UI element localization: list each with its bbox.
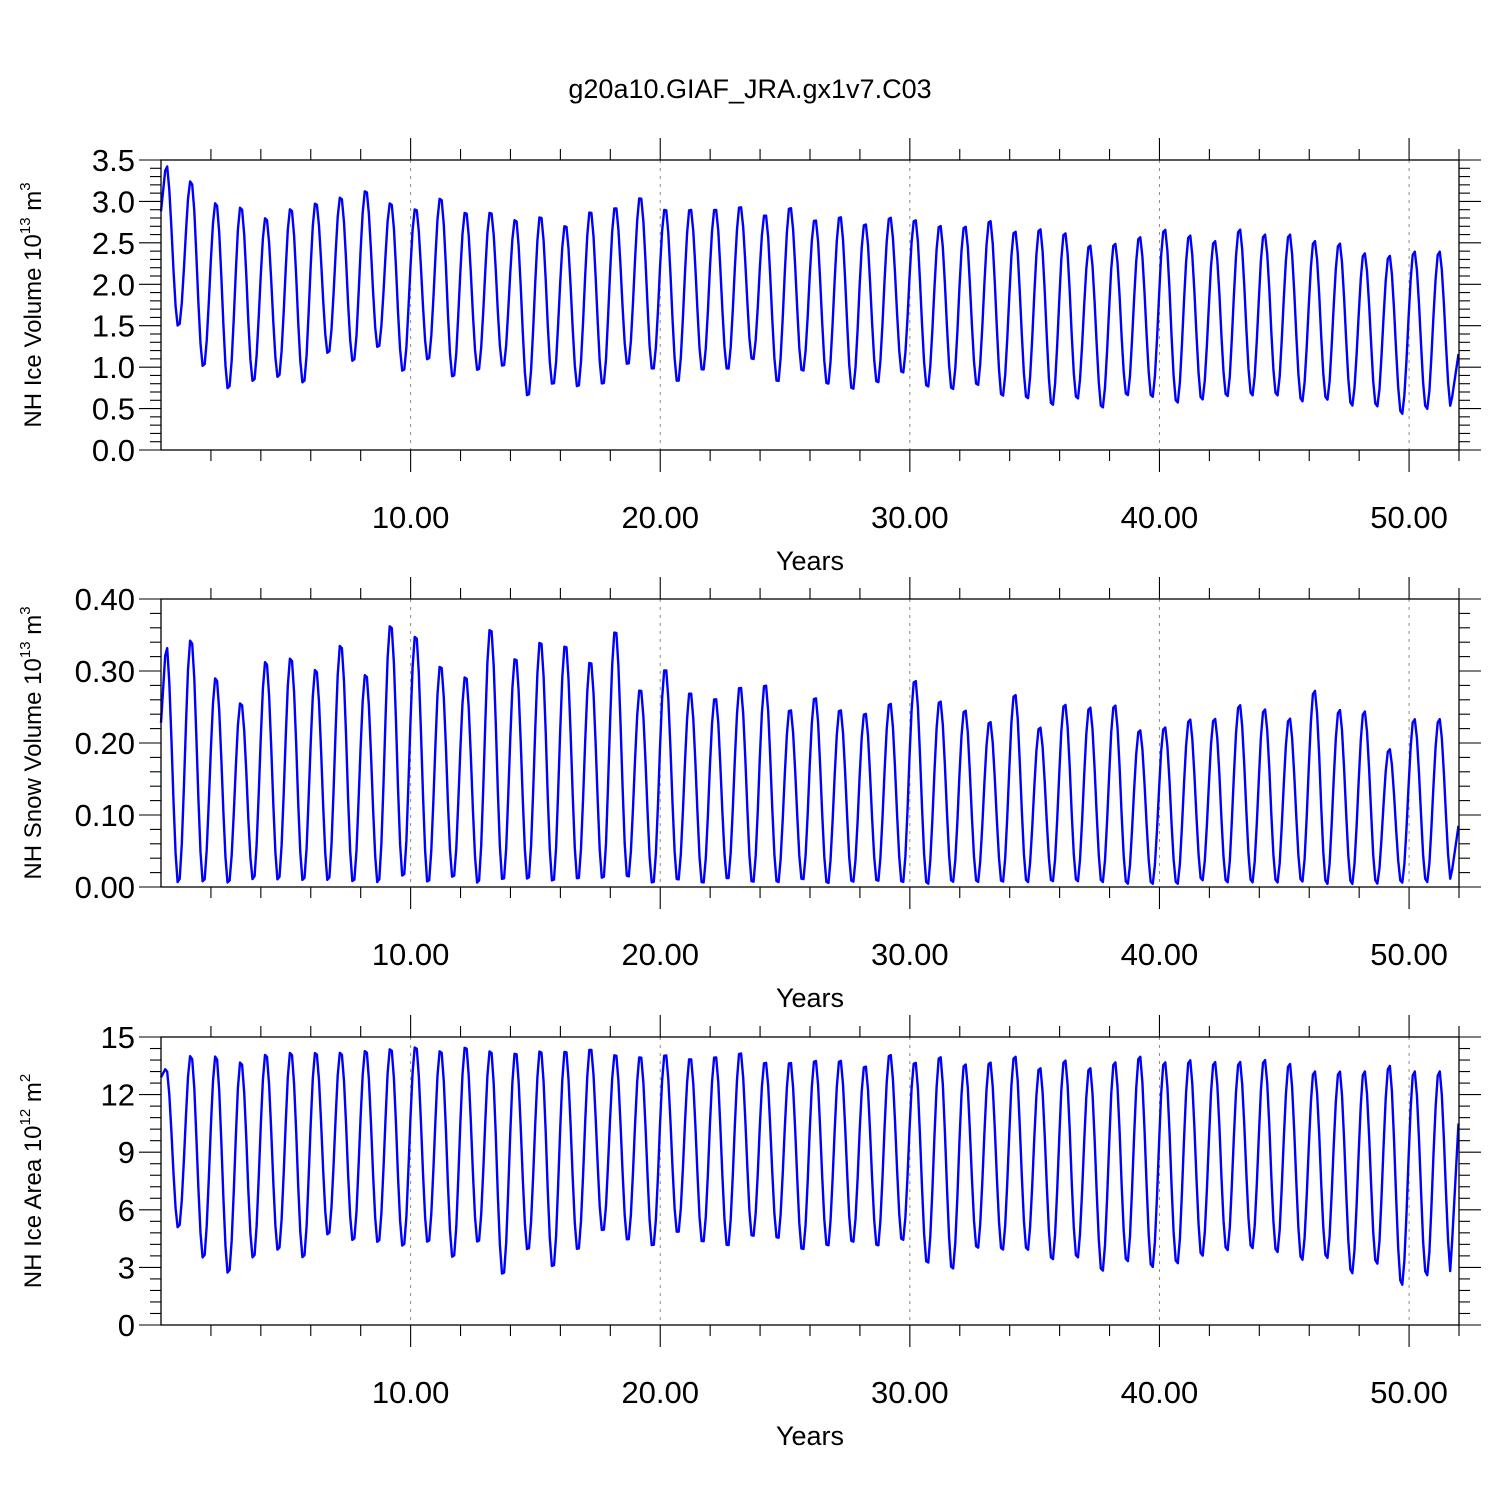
y-axis-label: NH Ice Volume 1013 m3 [17, 182, 47, 427]
y-tick-label: 12 [101, 1078, 135, 1113]
x-tick-label: 30.00 [871, 1375, 949, 1410]
y-tick-label: 0.00 [75, 870, 135, 905]
series-line [159, 625, 1460, 886]
x-tick-label: 20.00 [621, 500, 699, 535]
y-tick-label: 9 [118, 1135, 135, 1170]
x-tick-label: 40.00 [1121, 937, 1199, 972]
y-axis-label-unit: m [20, 1082, 47, 1109]
y-tick-label: 3.0 [92, 184, 135, 219]
panels-group: 0.00.51.01.52.02.53.03.510.00 20.00 30.00 4… [17, 138, 1481, 1451]
x-tick-label: 50.00 [1370, 937, 1448, 972]
x-axis-label: Years [776, 546, 844, 576]
y-axis-label-exponent: 12 [17, 1109, 34, 1126]
y-axis-label: NH Snow Volume 1013 m3 [17, 606, 47, 879]
panel-2: 0.00 0.10 0.20 0.30 0.40 10.00 20.00 30.00 40.00… [17, 577, 1481, 1013]
y-tick-label: 3 [118, 1250, 135, 1285]
y-tick-label: 15 [101, 1020, 135, 1055]
chart-title: g20a10.GIAF_JRA.gx1v7.C03 [568, 74, 931, 104]
y-tick-label: 0.0 [92, 433, 135, 468]
y-tick-label: 0.10 [75, 798, 135, 833]
y-axis-label: NH Ice Area 1012 m2 [17, 1074, 47, 1288]
x-tick-label: 50.00 [1370, 500, 1448, 535]
y-tick-label: 1.0 [92, 350, 135, 385]
x-axis-label: Years [776, 983, 844, 1013]
panel-1: 0.0 0.5 1.0 1.5 2.0 2.5 3.0 3.5 10.00 20.00 30.00 4… [17, 138, 1481, 576]
x-tick-label: 10.00 [372, 500, 450, 535]
x-tick-label: 40.00 [1121, 500, 1199, 535]
y-tick-label: 0.40 [75, 582, 135, 617]
plot-frame [160, 159, 1460, 451]
y-axis-label-exponent: 13 [17, 641, 34, 658]
y-tick-label: 6 [118, 1193, 135, 1228]
series-line [159, 165, 1460, 415]
y-axis-label-exponent: 13 [17, 217, 34, 234]
y-axis-label-main: NH Ice Area 10 [20, 1125, 47, 1288]
x-tick-label: 10.00 [372, 1375, 450, 1410]
x-tick-label: 10.00 [372, 937, 450, 972]
y-axis-label-unit-exponent: 3 [17, 182, 34, 190]
y-axis-label-main: NH Ice Volume 10 [20, 234, 47, 427]
plot-frame [160, 598, 1460, 888]
series-line [159, 1046, 1460, 1286]
y-axis-label-main: NH Snow Volume 10 [20, 658, 47, 879]
panel-3: 0 3 6 9 12 15 10.00 20.00 30.00 40.00 50.00 Years NH… [17, 1015, 1481, 1451]
x-axis-label: Years [776, 1421, 844, 1451]
y-tick-label: 1.5 [92, 309, 135, 344]
x-tick-label: 40.00 [1121, 1375, 1199, 1410]
y-tick-label: 3.5 [92, 143, 135, 178]
y-tick-label: 0 [118, 1308, 135, 1343]
x-tick-label: 20.00 [621, 1375, 699, 1410]
x-tick-label: 20.00 [621, 937, 699, 972]
y-tick-label: 0.20 [75, 726, 135, 761]
y-tick-label: 0.5 [92, 392, 135, 427]
x-tick-label: 30.00 [871, 500, 949, 535]
y-tick-label: 0.30 [75, 654, 135, 689]
y-axis-label-unit: m [20, 615, 47, 642]
y-axis-label-unit-exponent: 3 [17, 606, 34, 614]
x-tick-label: 30.00 [871, 937, 949, 972]
plot-frame [160, 1036, 1460, 1326]
y-tick-label: 2.5 [92, 226, 135, 261]
y-axis-label-unit-exponent: 2 [17, 1074, 34, 1082]
y-axis-label-unit: m [20, 191, 47, 218]
y-tick-label: 2.0 [92, 267, 135, 302]
x-tick-label: 50.00 [1370, 1375, 1448, 1410]
